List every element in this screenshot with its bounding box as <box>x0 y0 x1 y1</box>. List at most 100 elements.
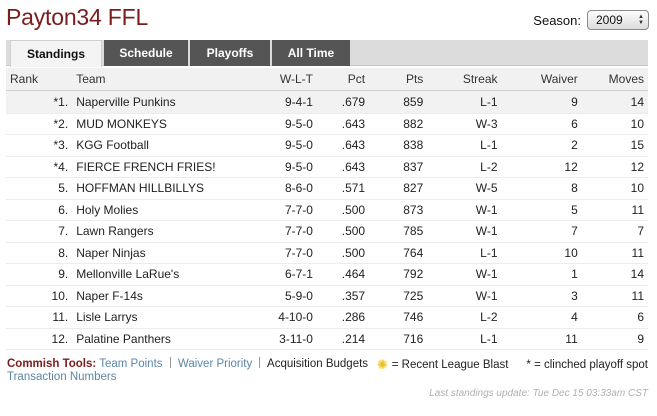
streak-cell: W-1 <box>427 199 502 221</box>
moves-cell: 14 <box>581 90 648 114</box>
team-link[interactable]: HOFFMAN HILLBILLYS <box>72 177 263 200</box>
column-header-pct[interactable]: Pct <box>316 68 370 91</box>
wlt-cell: 9-5-0 <box>262 156 317 178</box>
rank-cell: *4. <box>6 156 73 178</box>
rank-cell: *2. <box>6 113 73 135</box>
table-row: 9. Mellonville LaRue's 6-7-1 .464 792 W-… <box>6 263 648 286</box>
waiver-cell: 3 <box>501 285 582 307</box>
pct-cell: .357 <box>316 285 370 307</box>
team-link[interactable]: Lawn Rangers <box>72 220 263 243</box>
team-link[interactable]: Palatine Panthers <box>72 328 263 350</box>
season-value: 2009 <box>596 13 623 27</box>
divider <box>259 357 261 368</box>
pts-cell: 746 <box>369 306 428 329</box>
column-header-rank[interactable]: Rank <box>6 68 73 91</box>
table-row: 7. Lawn Rangers 7-7-0 .500 785 W-1 7 7 <box>6 220 648 243</box>
column-header-pts[interactable]: Pts <box>369 68 428 91</box>
table-row: 6. Holy Molies 7-7-0 .500 873 W-1 5 11 <box>6 199 648 221</box>
pct-cell: .571 <box>316 177 370 200</box>
moves-cell: 14 <box>581 263 648 286</box>
rank-cell: 7. <box>6 220 73 243</box>
team-link[interactable]: Lisle Larrys <box>72 306 263 329</box>
table-row: *4. FIERCE FRENCH FRIES! 9-5-0 .643 837 … <box>6 156 648 178</box>
legend: ✺ = Recent League Blast * = clinched pla… <box>377 357 648 373</box>
moves-cell: 11 <box>581 199 648 221</box>
moves-cell: 11 <box>581 285 648 307</box>
wlt-cell: 6-7-1 <box>262 263 317 286</box>
team-link[interactable]: KGG Football <box>72 134 263 157</box>
streak-cell: L-2 <box>427 156 502 178</box>
column-header-waiver[interactable]: Waiver <box>501 68 582 91</box>
waiver-cell: 2 <box>501 134 582 157</box>
table-row: *1. Naperville Punkins 9-4-1 .679 859 L-… <box>6 90 648 114</box>
moves-cell: 6 <box>581 306 648 329</box>
wlt-cell: 4-10-0 <box>262 306 317 329</box>
standings-table: Rank Team W-L-T Pct Pts Streak Waiver Mo… <box>6 68 648 350</box>
streak-cell: L-2 <box>427 306 502 329</box>
team-link[interactable]: Holy Molies <box>72 199 263 221</box>
wlt-cell: 9-5-0 <box>262 113 317 135</box>
waiver-cell: 4 <box>501 306 582 329</box>
tab-playoffs[interactable]: Playoffs <box>190 40 270 66</box>
rank-cell: 6. <box>6 199 73 221</box>
tab-all-time[interactable]: All Time <box>272 40 350 66</box>
rank-cell: 12. <box>6 328 73 350</box>
team-link[interactable]: Mellonville LaRue's <box>72 263 263 286</box>
star-icon: ✺ <box>376 357 388 372</box>
pct-cell: .500 <box>316 242 370 264</box>
streak-cell: W-5 <box>427 177 502 200</box>
moves-cell: 9 <box>581 328 648 350</box>
team-link[interactable]: Naper F-14s <box>72 285 263 307</box>
pts-cell: 764 <box>369 242 428 264</box>
waiver-cell: 12 <box>501 156 582 178</box>
waiver-cell: 11 <box>501 328 582 350</box>
rank-cell: *3. <box>6 134 73 157</box>
pts-cell: 785 <box>369 220 428 243</box>
column-header-team[interactable]: Team <box>72 68 263 91</box>
wlt-cell: 7-7-0 <box>262 220 317 243</box>
tab-standings[interactable]: Standings <box>10 40 102 67</box>
team-link[interactable]: Naper Ninjas <box>72 242 263 264</box>
pct-cell: .500 <box>316 220 370 243</box>
waiver-cell: 6 <box>501 113 582 135</box>
team-points-link[interactable]: Team Points <box>99 358 163 370</box>
moves-cell: 12 <box>581 156 648 178</box>
pts-cell: 792 <box>369 263 428 286</box>
streak-cell: W-1 <box>427 263 502 286</box>
table-row: *3. KGG Football 9-5-0 .643 838 L-1 2 15 <box>6 134 648 157</box>
wlt-cell: 9-4-1 <box>262 90 317 114</box>
team-link[interactable]: FIERCE FRENCH FRIES! <box>72 156 263 178</box>
column-header-wlt[interactable]: W-L-T <box>262 68 317 91</box>
table-row: 5. HOFFMAN HILLBILLYS 8-6-0 .571 827 W-5… <box>6 177 648 200</box>
table-row: 12. Palatine Panthers 3-11-0 .214 716 L-… <box>6 328 648 350</box>
acquisition-budgets-link[interactable]: Acquisition Budgets <box>267 358 369 370</box>
transaction-numbers-link[interactable]: Transaction Numbers <box>7 371 117 383</box>
column-header-moves[interactable]: Moves <box>581 68 648 91</box>
streak-cell: L-1 <box>427 134 502 157</box>
page-header: Payton34 FFL Season: 2009 ▲ ▼ <box>6 4 649 36</box>
waiver-cell: 8 <box>501 177 582 200</box>
rank-cell: 10. <box>6 285 73 307</box>
team-link[interactable]: Naperville Punkins <box>72 90 263 114</box>
tab-bar: Standings Schedule Playoffs All Time <box>6 40 648 67</box>
season-select[interactable]: 2009 ▲ ▼ <box>587 10 649 30</box>
streak-cell: W-3 <box>427 113 502 135</box>
wlt-cell: 3-11-0 <box>262 328 317 350</box>
pct-cell: .679 <box>316 90 370 114</box>
team-link[interactable]: MUD MONKEYS <box>72 113 263 135</box>
last-update-text: Last standings update: Tue Dec 15 03:33a… <box>429 388 648 399</box>
waiver-cell: 7 <box>501 220 582 243</box>
waiver-cell: 10 <box>501 242 582 264</box>
wlt-cell: 9-5-0 <box>262 134 317 157</box>
waiver-priority-link[interactable]: Waiver Priority <box>177 358 253 370</box>
table-row: 11. Lisle Larrys 4-10-0 .286 746 L-2 4 6 <box>6 306 648 329</box>
table-header-row: Rank Team W-L-T Pct Pts Streak Waiver Mo… <box>6 68 648 91</box>
column-header-streak[interactable]: Streak <box>427 68 502 91</box>
waiver-cell: 5 <box>501 199 582 221</box>
tab-schedule[interactable]: Schedule <box>104 40 188 66</box>
legend-clinched-text: * = clinched playoff spot <box>526 359 648 371</box>
table-row: 8. Naper Ninjas 7-7-0 .500 764 L-1 10 11 <box>6 242 648 264</box>
rank-cell: 5. <box>6 177 73 200</box>
pct-cell: .214 <box>316 328 370 350</box>
season-control: Season: 2009 ▲ ▼ <box>533 10 649 30</box>
